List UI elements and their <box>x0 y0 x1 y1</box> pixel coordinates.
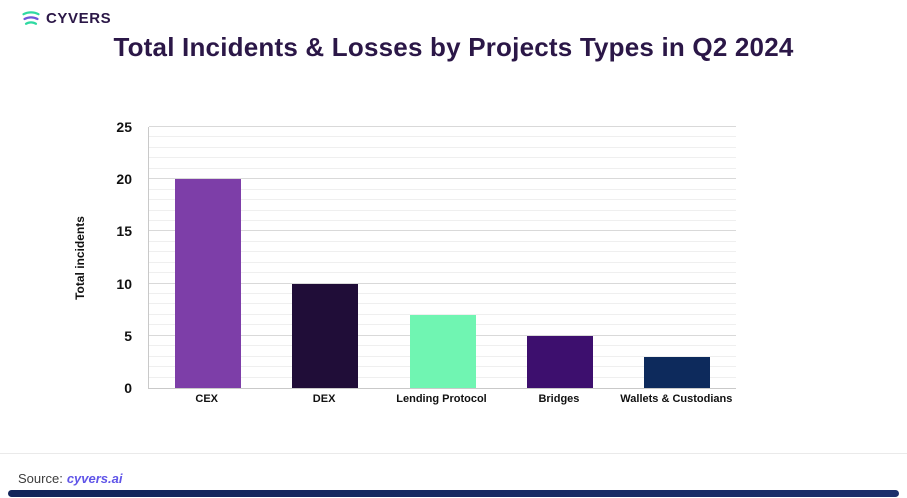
gridline-minor <box>149 251 736 253</box>
source-label: Source: <box>18 471 63 486</box>
y-tick-label: 25 <box>116 119 132 135</box>
y-tick-label: 0 <box>124 380 132 396</box>
x-axis-label: Bridges <box>538 393 580 405</box>
x-axis-label: CEX <box>195 393 219 405</box>
gridline-major <box>149 126 736 127</box>
brand-name: CYVERS <box>46 10 112 27</box>
bar-cex <box>174 179 241 388</box>
gridline-minor <box>149 146 736 148</box>
footer-accent-bar <box>8 490 899 497</box>
gridline-minor <box>149 261 736 263</box>
gridline-minor <box>149 209 736 211</box>
bar-bridges <box>526 335 593 388</box>
gridline-major <box>149 282 736 284</box>
bar-slot <box>149 127 266 388</box>
x-axis-label: DEX <box>312 393 336 405</box>
footer-divider <box>0 453 907 454</box>
bar-slot <box>501 127 618 388</box>
bar-slot <box>266 127 383 388</box>
gridline-minor <box>149 136 736 138</box>
bar-slot <box>619 127 736 388</box>
x-axis-label: Wallets & Custodians <box>620 393 733 405</box>
x-axis-label: Lending Protocol <box>396 393 487 405</box>
gridline-minor <box>149 240 736 242</box>
bars-layer <box>149 127 736 388</box>
gridline-minor <box>149 293 736 295</box>
bar-wallets-custodians <box>644 356 711 388</box>
chart-title: Total Incidents & Losses by Projects Typ… <box>113 32 794 62</box>
gridline-minor <box>149 157 736 159</box>
gridline-minor <box>149 219 736 221</box>
y-tick-label: 15 <box>116 223 132 240</box>
bar-dex <box>292 283 359 388</box>
gridline-major <box>149 178 736 180</box>
y-tick-label: 10 <box>116 275 132 292</box>
brand-logo: CYVERS <box>22 10 111 27</box>
x-axis-labels: CEX DEX Lending Protocol Bridges Wallets & C… <box>148 393 735 405</box>
gridline-minor <box>149 167 736 169</box>
bar-lending-protocol <box>409 314 476 388</box>
bar-slot <box>384 127 501 388</box>
y-tick-label: 20 <box>116 171 132 188</box>
y-tick-label: 5 <box>124 327 132 344</box>
gridline-minor <box>149 188 736 190</box>
waves-logo-icon <box>22 10 40 25</box>
y-axis-ticks: 0 5 10 15 20 25 <box>88 119 140 396</box>
gridline-minor <box>149 313 736 315</box>
gridline-minor <box>149 272 736 274</box>
source-link[interactable]: cyvers.ai <box>66 471 123 486</box>
y-axis-title-text: Total incidents <box>73 215 88 300</box>
gridline-minor <box>149 199 736 201</box>
gridline-minor <box>149 303 736 305</box>
source-row: Source: cyvers.ai <box>18 471 122 486</box>
plot-area <box>148 126 736 389</box>
gridline-major <box>149 230 736 232</box>
